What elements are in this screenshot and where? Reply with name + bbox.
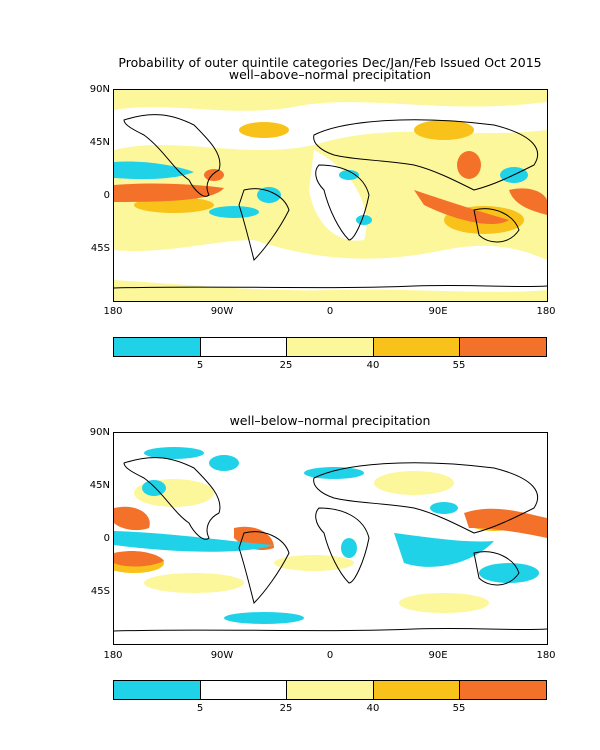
figure-title: Probability of outer quintile categories… [118,55,542,70]
p1-ylabel-90n: 90N [89,84,110,95]
map-above-normal [113,89,548,302]
p1-xlabel-180w: 180 [103,306,123,317]
p1-xlabel-90e: 90E [428,306,448,317]
map-below-normal-canvas [114,433,547,644]
panel-2-subtitle: well–below–normal precipitation [229,413,431,428]
p2-ylabel-45s: 45S [90,586,110,597]
cb2-label-40: 40 [366,703,380,714]
p2-xlabel-90w: 90W [210,650,234,661]
p2-ylabel-45n: 45N [89,480,110,491]
cb1-label-25: 25 [279,360,293,371]
colorbar-above [113,337,547,357]
map-below-normal [113,432,548,645]
p2-xlabel-90e: 90E [428,650,448,661]
panel-1-subtitle: well–above–normal precipitation [228,67,432,82]
cb2-label-55: 55 [452,703,466,714]
p1-xlabel-90w: 90W [210,306,234,317]
p1-ylabel-0: 0 [103,190,110,201]
p2-ylabel-0: 0 [103,533,110,544]
p2-xlabel-180e: 180 [536,650,556,661]
colorbar-swatch-cyan [114,338,201,356]
p1-ylabel-45n: 45N [89,137,110,148]
cb1-label-55: 55 [452,360,466,371]
cb1-label-5: 5 [196,360,204,371]
colorbar-swatch-light-yellow [287,338,374,356]
p2-xlabel-180w: 180 [103,650,123,661]
p1-ylabel-45s: 45S [90,243,110,254]
p2-ylabel-90n: 90N [89,427,110,438]
colorbar-swatch-orange [460,338,546,356]
p1-xlabel-0: 0 [326,306,334,317]
colorbar-below [113,680,547,700]
colorbar-swatch-orange [460,681,546,699]
colorbar-swatch-light-yellow [287,681,374,699]
colorbar-swatch-gold [373,338,461,356]
colorbar-swatch-white [200,681,288,699]
cb2-label-25: 25 [279,703,293,714]
cb1-label-40: 40 [366,360,380,371]
cb2-label-5: 5 [196,703,204,714]
colorbar-swatch-white [200,338,288,356]
p1-xlabel-180e: 180 [536,306,556,317]
colorbar-swatch-cyan [114,681,201,699]
map-above-normal-canvas [114,90,547,301]
colorbar-swatch-gold [373,681,461,699]
p2-xlabel-0: 0 [326,650,334,661]
